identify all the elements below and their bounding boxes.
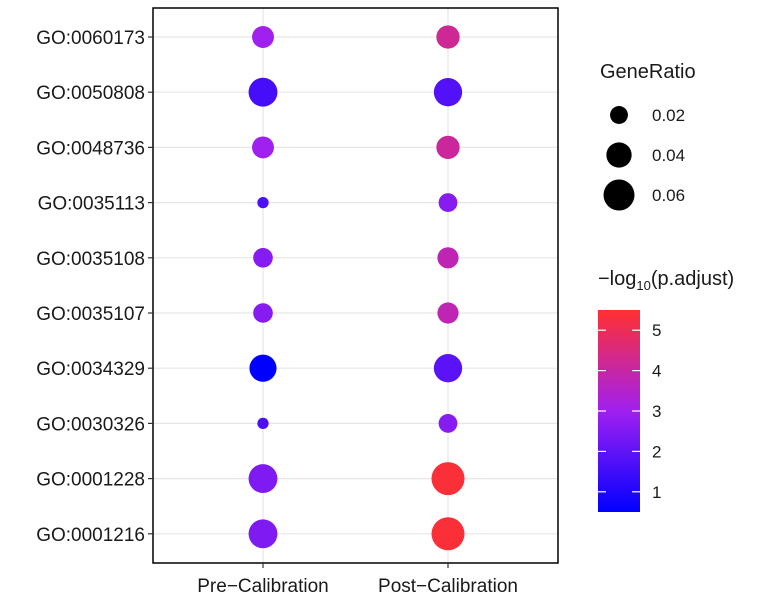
size-legend-key [610,106,628,124]
data-point [437,302,459,324]
size-legend-key [603,179,635,211]
y-tick-label: GO:0030326 [36,414,145,435]
size-legend-title: GeneRatio [600,61,696,83]
grid-lines [153,8,558,563]
data-point [248,519,278,549]
data-point [436,25,460,49]
x-tick-label: Pre−Calibration [197,576,329,597]
size-legend-label: 0.04 [652,146,685,165]
data-point [433,78,463,107]
y-tick-label: GO:0034329 [36,359,145,380]
color-legend-label: 2 [652,442,661,461]
data-point [438,193,458,212]
x-axis: Pre−Calibration Post−Calibration [197,563,518,597]
panel-border [152,7,559,564]
data-point [431,462,465,496]
y-tick-label: GO:0001216 [36,525,145,546]
color-legend-label: 5 [652,321,661,340]
y-tick-label: GO:0050808 [36,83,145,104]
color-legend: −log10(p.adjust) 1 2 3 4 5 [598,268,734,512]
size-legend: GeneRatio 0.02 0.04 0.06 [600,61,696,211]
data-point [253,247,273,268]
y-axis: GO:0060173 GO:0050808 GO:0048736 GO:0035113… [36,28,153,546]
data-point [252,136,274,159]
data-point [253,303,273,323]
color-legend-title-prefix: −log [598,268,636,290]
y-tick-label: GO:0060173 [36,28,145,49]
data-point [431,517,465,551]
size-legend-label: 0.06 [652,186,685,205]
y-tick-label: GO:0035107 [36,304,145,325]
x-tick-label: Post−Calibration [378,576,518,597]
y-tick-label: GO:0035113 [38,194,145,215]
data-point [248,77,278,107]
data-point [249,354,277,382]
color-legend-label: 1 [652,483,661,502]
size-legend-key [606,142,632,168]
color-legend-label: 3 [652,402,661,421]
data-point [248,464,278,494]
color-legend-title: −log10(p.adjust) [598,268,734,293]
y-tick-label: GO:0035108 [36,249,145,270]
data-point [252,26,274,48]
color-legend-title-subscript: 10 [636,278,650,293]
data-point [257,417,269,430]
data-point [436,135,460,160]
color-legend-title-suffix: (p.adjust) [651,268,734,290]
data-point [257,196,269,209]
data-points [248,25,465,551]
data-point [438,414,458,433]
y-tick-label: GO:0001228 [36,470,145,491]
size-legend-label: 0.02 [652,106,685,125]
data-point [437,247,459,269]
y-tick-label: GO:0048736 [36,138,145,159]
color-legend-label: 4 [652,362,661,381]
data-point [433,354,463,383]
